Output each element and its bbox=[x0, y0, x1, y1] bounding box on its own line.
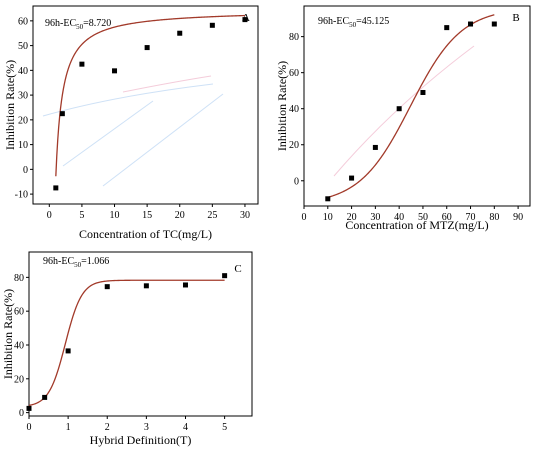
fit-curve bbox=[55, 14, 245, 177]
x-tick-label: 20 bbox=[175, 210, 185, 221]
x-tick-label: 5 bbox=[79, 210, 84, 221]
plot-frame bbox=[28, 251, 253, 417]
scan-artifact bbox=[62, 100, 154, 167]
data-point bbox=[372, 144, 378, 150]
x-tick-label: 50 bbox=[418, 212, 428, 223]
x-tick-label: 3 bbox=[144, 422, 149, 433]
panel-label: B bbox=[512, 12, 519, 24]
data-point bbox=[65, 348, 71, 354]
y-axis-label: Inhibition Rate(%) bbox=[275, 61, 289, 151]
y-tick-label: -10 bbox=[15, 190, 28, 201]
x-axis-label: Hybrid Definition(T) bbox=[90, 433, 192, 447]
x-tick-label: 10 bbox=[323, 212, 333, 223]
x-tick-label: 20 bbox=[347, 212, 357, 223]
y-tick-label: 80 bbox=[14, 273, 24, 284]
data-point bbox=[444, 25, 450, 31]
data-point bbox=[79, 61, 85, 67]
scan-artifact bbox=[122, 75, 212, 93]
chart-panel-C: 0 1 2 3 4 5 0 20 40 60 80 Hybrid Definition(T) Inhib… bbox=[1, 251, 253, 447]
y-tick-label: 20 bbox=[14, 374, 24, 385]
y-tick-label: 0 bbox=[23, 165, 28, 176]
x-tick-label: 90 bbox=[513, 212, 523, 223]
fit-curve bbox=[28, 279, 225, 407]
y-tick-label: 60 bbox=[14, 307, 24, 318]
y-tick-label: 60 bbox=[18, 16, 28, 27]
data-point bbox=[143, 283, 149, 289]
ec50-annotation: 96h-EC50=8.720 bbox=[45, 18, 111, 31]
scan-artifact bbox=[333, 45, 475, 177]
chart-panel-B: 0 10 20 30 40 50 60 70 80 90020406080Concentratio… bbox=[275, 5, 531, 232]
x-tick-label: 30 bbox=[240, 210, 250, 221]
x-tick-label: 2 bbox=[105, 422, 110, 433]
panel-label: C bbox=[234, 263, 241, 275]
plot-frame bbox=[303, 5, 531, 207]
y-tick-label: 30 bbox=[18, 91, 28, 102]
x-tick-label: 30 bbox=[370, 212, 380, 223]
y-tick-label: 20 bbox=[18, 115, 28, 126]
y-axis-label: Inhibition Rate(%) bbox=[3, 60, 17, 150]
data-point bbox=[242, 17, 248, 23]
x-tick-label: 15 bbox=[142, 210, 152, 221]
y-tick-label: 40 bbox=[289, 104, 299, 115]
data-point bbox=[491, 21, 497, 27]
data-point bbox=[420, 89, 426, 95]
x-axis-label: Concentration of MTZ(mg/L) bbox=[345, 218, 488, 232]
ec50-annotation: 96h-EC50=45.125 bbox=[318, 16, 389, 29]
data-point bbox=[209, 22, 215, 28]
y-tick-label: 40 bbox=[14, 340, 24, 351]
x-tick-label: 80 bbox=[489, 212, 499, 223]
x-tick-label: 4 bbox=[183, 422, 188, 433]
fit-curve bbox=[327, 14, 495, 198]
y-axis-label: Inhibition Rate(%) bbox=[1, 289, 15, 379]
y-tick-label: 40 bbox=[18, 66, 28, 77]
data-point bbox=[182, 282, 188, 288]
x-tick-label: 0 bbox=[302, 212, 307, 223]
x-tick-label: 5 bbox=[222, 422, 227, 433]
data-point bbox=[468, 21, 474, 27]
data-point bbox=[59, 111, 65, 117]
chart-panel-A: 0 5 10 15 20 25 30 -10 0 10 20 30 40 50 60 Concentratio… bbox=[3, 5, 259, 241]
y-tick-label: 80 bbox=[289, 32, 299, 43]
x-tick-label: 0 bbox=[27, 422, 32, 433]
data-point bbox=[104, 284, 110, 290]
x-tick-label: 40 bbox=[394, 212, 404, 223]
data-point bbox=[26, 405, 32, 411]
x-tick-label: 0 bbox=[47, 210, 52, 221]
data-point bbox=[42, 394, 48, 400]
y-tick-label: 10 bbox=[18, 140, 28, 151]
data-point bbox=[222, 273, 228, 279]
y-tick-label: 60 bbox=[289, 68, 299, 79]
x-tick-label: 25 bbox=[207, 210, 217, 221]
scan-artifact bbox=[42, 83, 214, 117]
y-tick-label: 0 bbox=[294, 176, 299, 187]
x-axis-label: Concentration of TC(mg/L) bbox=[79, 227, 212, 241]
data-point bbox=[325, 196, 331, 202]
data-point bbox=[112, 68, 118, 74]
scan-artifact bbox=[102, 93, 224, 187]
x-tick-label: 70 bbox=[466, 212, 476, 223]
plot-frame bbox=[32, 5, 259, 205]
x-tick-label: 10 bbox=[110, 210, 120, 221]
x-tick-label: 60 bbox=[442, 212, 452, 223]
x-tick-label: 1 bbox=[66, 422, 71, 433]
y-tick-label: 50 bbox=[18, 41, 28, 52]
y-tick-label: 20 bbox=[289, 140, 299, 151]
y-tick-label: 0 bbox=[19, 408, 24, 419]
data-point bbox=[396, 106, 402, 112]
data-point bbox=[53, 185, 59, 191]
data-point bbox=[349, 175, 355, 181]
ec50-annotation: 96h-EC50=1.066 bbox=[43, 256, 109, 269]
data-point bbox=[177, 30, 183, 36]
data-point bbox=[144, 45, 150, 51]
